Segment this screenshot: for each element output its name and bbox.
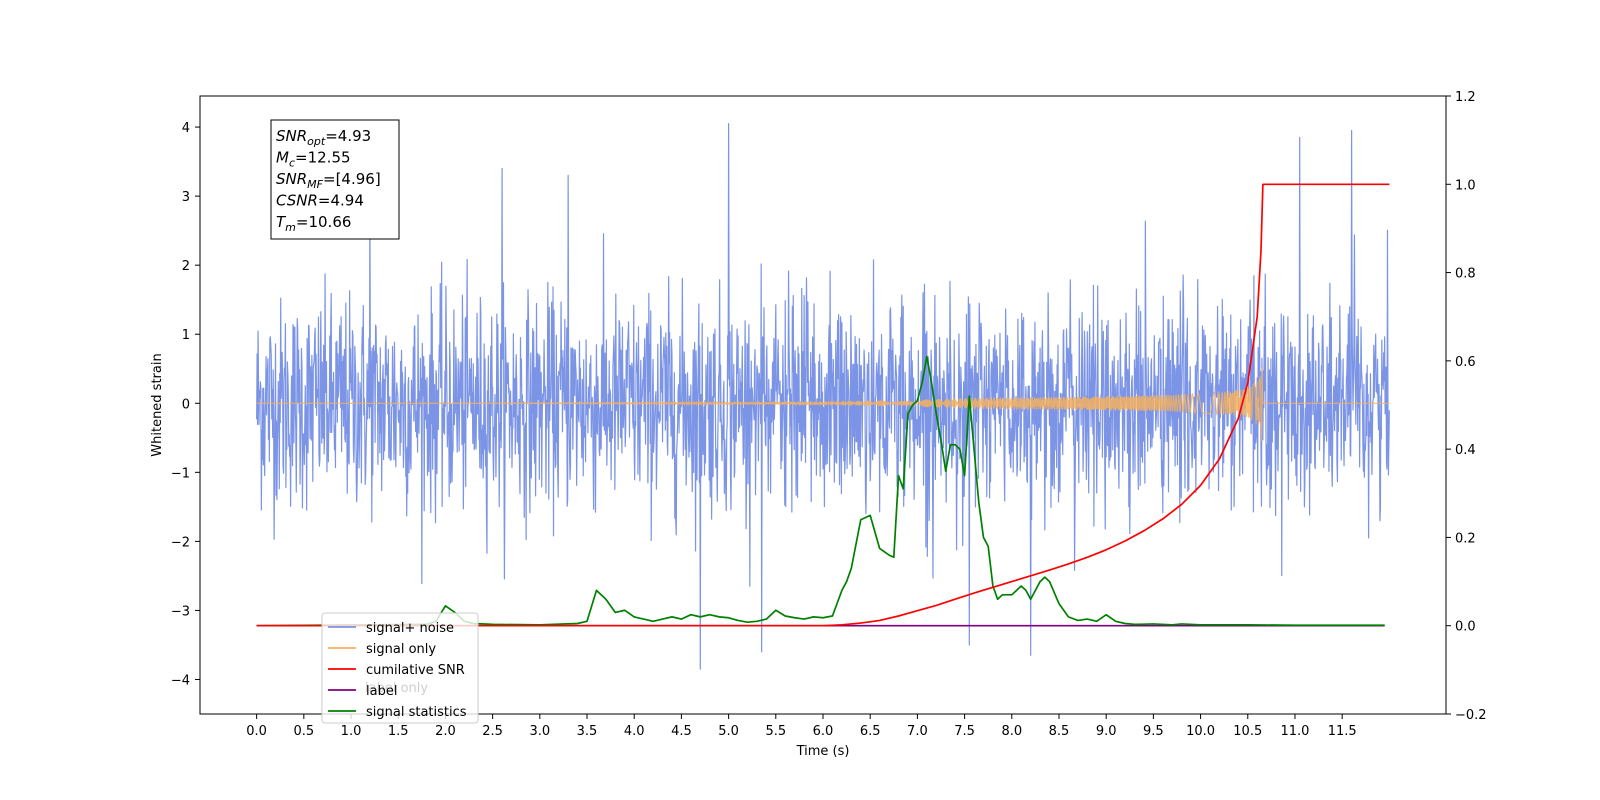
y-tick-label: 1: [182, 328, 190, 343]
x-tick-label: 6.0: [813, 724, 834, 739]
y-tick-label: −1: [171, 466, 190, 481]
x-tick-label: 6.5: [860, 724, 881, 739]
stats-annotation-box: SNRopt=4.93Mc=12.55SNRMF=[4.96]CSNR=4.94…: [270, 119, 400, 240]
y-tick-label: −2: [171, 535, 190, 550]
x-tick-label: 1.5: [388, 724, 409, 739]
x-tick-label: 9.0: [1096, 724, 1117, 739]
x-tick-label: 0.0: [246, 724, 267, 739]
y2-tick-label: 0.4: [1455, 443, 1476, 458]
annotation-line: SNRMF=[4.96]: [276, 170, 381, 191]
x-tick-label: 9.5: [1143, 724, 1164, 739]
legend-entry: label: [366, 684, 397, 699]
y2-tick-label: 0.6: [1455, 355, 1476, 370]
y-axis-label: Whitened strain: [150, 353, 165, 456]
legend-entry: signal statistics: [366, 705, 467, 720]
legend-entry: signal only: [366, 642, 436, 657]
series-signal-only: [256, 367, 1390, 442]
x-tick-label: 4.5: [671, 724, 692, 739]
y2-tick-label: −0.2: [1455, 708, 1487, 723]
y2-tick-label: 1.2: [1455, 90, 1476, 105]
x-tick-label: 7.0: [907, 724, 928, 739]
plot-area: [256, 123, 1390, 670]
x-tick-label: 8.0: [1001, 724, 1022, 739]
annotation-line: Mc=12.55: [276, 149, 351, 170]
x-tick-label: 8.5: [1049, 724, 1070, 739]
legend-entry: signal+ noise: [366, 621, 454, 636]
y2-tick-label: 0.8: [1455, 267, 1476, 282]
y-tick-label: 0: [182, 397, 190, 412]
series-signal-noise: [256, 123, 1390, 670]
annotation-line: CSNR=4.94: [276, 192, 364, 210]
annotation-line: SNRopt=4.93: [276, 127, 371, 148]
x-tick-label: 5.0: [718, 724, 739, 739]
x-tick-label: 10.5: [1233, 724, 1262, 739]
axes: 0.0 0.5 1.0 1.5 2.0 2.5 3.0 3.5 4.0 4.5 5.0 5.5 6.0 6…: [150, 90, 1487, 759]
y-tick-label: −3: [171, 604, 190, 619]
y-tick-label: −4: [171, 673, 190, 688]
series-cumulative-snr: [256, 183, 1390, 627]
x-tick-label: 3.5: [577, 724, 598, 739]
y2-tick-label: 1.0: [1455, 178, 1476, 193]
annotation-frame: [270, 119, 400, 240]
y2-tick-label: 0.2: [1455, 531, 1476, 546]
x-tick-label: 10.0: [1186, 724, 1215, 739]
x-tick-label: 11.0: [1280, 724, 1309, 739]
legend-frame: [321, 612, 479, 724]
x-tick-label: 3.0: [529, 724, 550, 739]
x-axis-label: Time (s): [796, 744, 850, 759]
x-tick-label: 7.5: [954, 724, 975, 739]
legend-entry: cumilative SNR: [366, 663, 465, 678]
x-tick-label: 4.0: [624, 724, 645, 739]
x-tick-label: 2.0: [435, 724, 456, 739]
annotation-line: Tm=10.66: [276, 213, 351, 234]
x-tick-label: 0.5: [293, 724, 314, 739]
x-tick-label: 1.0: [341, 724, 362, 739]
y2-tick-label: 0.0: [1455, 620, 1476, 635]
x-tick-label: 2.5: [482, 724, 503, 739]
y-tick-label: 3: [182, 190, 190, 205]
y-tick-label: 4: [182, 121, 190, 136]
y-tick-label: 2: [182, 259, 190, 274]
series-signal-statistics: [256, 355, 1385, 627]
x-tick-label: 5.5: [765, 724, 786, 739]
x-tick-label: 11.5: [1328, 724, 1357, 739]
